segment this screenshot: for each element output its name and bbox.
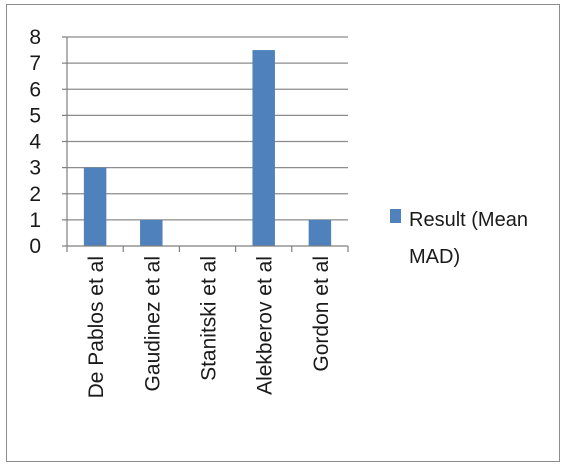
category-label: Gaudinez et al bbox=[141, 256, 164, 391]
bar bbox=[83, 167, 107, 246]
bar bbox=[308, 219, 332, 246]
legend: Result (Mean MAD) bbox=[390, 209, 528, 268]
category-label: Gordon et al bbox=[310, 256, 333, 372]
y-tick-label: 2 bbox=[29, 183, 41, 206]
y-tick-label: 7 bbox=[29, 52, 41, 75]
y-tick-label: 3 bbox=[29, 157, 41, 180]
category-label: De Pablos et al bbox=[85, 256, 108, 398]
legend-label-line-2: MAD) bbox=[409, 246, 460, 268]
y-tick-label: 8 bbox=[29, 26, 41, 49]
y-tick-label: 4 bbox=[29, 131, 41, 154]
y-tick-label: 6 bbox=[29, 78, 41, 101]
bar bbox=[252, 50, 275, 246]
y-tick-label: 0 bbox=[29, 235, 41, 258]
legend-label-line-1: Result (Mean bbox=[409, 209, 528, 231]
category-label: Stanitski et al bbox=[198, 256, 221, 381]
bar bbox=[140, 219, 163, 246]
category-label: Alekberov et al bbox=[254, 256, 277, 395]
legend-swatch bbox=[390, 209, 401, 223]
y-tick-label: 1 bbox=[29, 209, 41, 232]
y-tick-label: 5 bbox=[29, 104, 41, 127]
